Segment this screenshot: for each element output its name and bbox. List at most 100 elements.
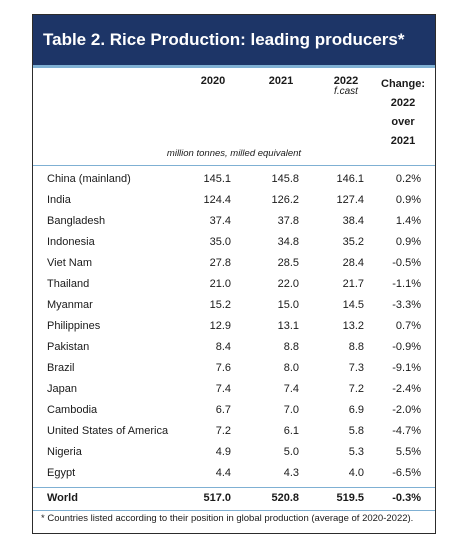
cell-2022: 5.3 (348, 446, 364, 458)
cell-change: -4.7% (392, 425, 421, 437)
cell-2021: 34.8 (277, 236, 299, 248)
cell-change: -0.5% (392, 257, 421, 269)
cell-2020: 7.6 (215, 362, 231, 374)
title-underline (33, 65, 435, 68)
table-row: United States of America 7.2 6.1 5.8 -4.7% (33, 421, 435, 442)
cell-2022: 7.2 (348, 383, 364, 395)
cell-change: -1.1% (392, 278, 421, 290)
cell-country: Egypt (47, 467, 76, 479)
cell-2020: 6.7 (215, 404, 231, 416)
header-2022-year: 2022 (333, 75, 359, 87)
cell-2021: 520.8 (271, 492, 299, 504)
header-change-line-4: 2021 (390, 135, 416, 147)
header-2021: 2021 (268, 75, 294, 87)
cell-2021: 8.0 (283, 362, 299, 374)
cell-2020: 8.4 (215, 341, 231, 353)
units-note: million tonnes, milled equivalent (166, 148, 302, 159)
cell-2020: 35.0 (209, 236, 231, 248)
cell-2021: 13.1 (277, 320, 299, 332)
cell-change: -2.0% (392, 404, 421, 416)
cell-2022: 146.1 (336, 173, 364, 185)
cell-country: China (mainland) (47, 173, 131, 185)
cell-2020: 27.8 (209, 257, 231, 269)
table-title: Table 2. Rice Production: leading produc… (33, 15, 435, 65)
cell-change: 0.2% (395, 173, 421, 185)
cell-country: Bangladesh (47, 215, 106, 227)
cell-2022: 38.4 (342, 215, 364, 227)
cell-2020: 7.2 (215, 425, 231, 437)
cell-2021: 37.8 (277, 215, 299, 227)
table-row: Viet Nam 27.8 28.5 28.4 -0.5% (33, 253, 435, 274)
cell-country: Pakistan (47, 341, 90, 353)
cell-country: India (47, 194, 71, 206)
footer-divider (33, 510, 435, 511)
cell-2020: 4.9 (215, 446, 231, 458)
table-row: Pakistan 8.4 8.8 8.8 -0.9% (33, 337, 435, 358)
table-row-world: World 517.0 520.8 519.5 -0.3% (33, 488, 435, 509)
cell-2021: 126.2 (271, 194, 299, 206)
cell-2022: 21.7 (342, 278, 364, 290)
header-2020: 2020 (200, 75, 226, 87)
cell-change: 0.7% (395, 320, 421, 332)
cell-2022: 127.4 (336, 194, 364, 206)
cell-2022: 28.4 (342, 257, 364, 269)
table-row: China (mainland) 145.1 145.8 146.1 0.2% (33, 169, 435, 190)
cell-2020: 4.4 (215, 467, 231, 479)
header-2022: 2022 f.cast (326, 75, 366, 97)
table-row: Thailand 21.0 22.0 21.7 -1.1% (33, 274, 435, 295)
cell-2021: 15.0 (277, 299, 299, 311)
cell-2022: 519.5 (336, 492, 364, 504)
cell-change: -0.3% (392, 492, 421, 504)
header-change: Change: 2022 over 2021 (372, 75, 434, 151)
cell-country: United States of America (47, 425, 169, 437)
cell-2021: 22.0 (277, 278, 299, 290)
cell-2022: 35.2 (342, 236, 364, 248)
cell-2022: 7.3 (348, 362, 364, 374)
footnote: * Countries listed according to their po… (41, 513, 414, 524)
cell-change: 0.9% (395, 236, 421, 248)
table-row: Myanmar 15.2 15.0 14.5 -3.3% (33, 295, 435, 316)
cell-change: -6.5% (392, 467, 421, 479)
cell-country: Brazil (47, 362, 75, 374)
total-divider (33, 487, 435, 488)
header-change-line-2: 2022 (390, 97, 416, 109)
cell-2020: 124.4 (203, 194, 231, 206)
cell-country: World (47, 492, 78, 504)
cell-change: 5.5% (395, 446, 421, 458)
cell-country: Japan (47, 383, 77, 395)
cell-country: Nigeria (47, 446, 82, 458)
cell-change: -2.4% (392, 383, 421, 395)
table-row: Japan 7.4 7.4 7.2 -2.4% (33, 379, 435, 400)
header-change-line-3: over (391, 116, 415, 128)
cell-2022: 13.2 (342, 320, 364, 332)
cell-2022: 5.8 (348, 425, 364, 437)
cell-2020: 517.0 (203, 492, 231, 504)
cell-2022: 4.0 (348, 467, 364, 479)
cell-country: Thailand (47, 278, 90, 290)
cell-2020: 145.1 (203, 173, 231, 185)
cell-2022: 8.8 (348, 341, 364, 353)
cell-2021: 7.4 (283, 383, 299, 395)
header-divider (33, 165, 435, 166)
table-row: Philippines 12.9 13.1 13.2 0.7% (33, 316, 435, 337)
table-row: Brazil 7.6 8.0 7.3 -9.1% (33, 358, 435, 379)
cell-change: 0.9% (395, 194, 421, 206)
cell-2021: 6.1 (283, 425, 299, 437)
cell-change: -9.1% (392, 362, 421, 374)
cell-country: Philippines (47, 320, 101, 332)
cell-2022: 14.5 (342, 299, 364, 311)
cell-change: -0.9% (392, 341, 421, 353)
cell-2021: 7.0 (283, 404, 299, 416)
cell-country: Indonesia (47, 236, 95, 248)
cell-country: Myanmar (47, 299, 93, 311)
table-frame: Table 2. Rice Production: leading produc… (32, 14, 436, 534)
table-row: India 124.4 126.2 127.4 0.9% (33, 190, 435, 211)
cell-country: Viet Nam (47, 257, 93, 269)
cell-change: -3.3% (392, 299, 421, 311)
table-row: Indonesia 35.0 34.8 35.2 0.9% (33, 232, 435, 253)
table-row: Cambodia 6.7 7.0 6.9 -2.0% (33, 400, 435, 421)
header-2022-forecast: f.cast (334, 86, 358, 97)
cell-2021: 28.5 (277, 257, 299, 269)
table-row: Bangladesh 37.4 37.8 38.4 1.4% (33, 211, 435, 232)
cell-change: 1.4% (395, 215, 421, 227)
